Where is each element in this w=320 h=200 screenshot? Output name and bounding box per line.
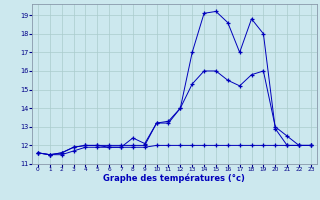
X-axis label: Graphe des températures (°c): Graphe des températures (°c) [103, 174, 245, 183]
